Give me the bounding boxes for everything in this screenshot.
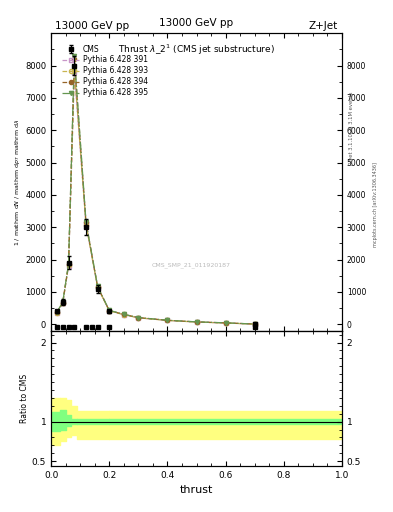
Pythia 6.428 394	[223, 320, 228, 326]
Pythia 6.428 395	[72, 53, 77, 59]
Pythia 6.428 394	[194, 319, 199, 325]
Pythia 6.428 393	[61, 300, 65, 306]
Pythia 6.428 391	[61, 300, 65, 306]
Pythia 6.428 394	[66, 261, 71, 267]
Text: Thrust $\lambda\_2^1$ (CMS jet substructure): Thrust $\lambda\_2^1$ (CMS jet substruct…	[118, 42, 275, 57]
Pythia 6.428 394	[136, 314, 141, 321]
Pythia 6.428 391	[107, 308, 112, 314]
Pythia 6.428 395	[95, 283, 100, 289]
Pythia 6.428 394	[95, 284, 100, 290]
Pythia 6.428 393	[136, 315, 141, 321]
Text: mcplots.cern.ch [arXiv:1306.3436]: mcplots.cern.ch [arXiv:1306.3436]	[373, 162, 378, 247]
Pythia 6.428 394	[165, 317, 170, 324]
Pythia 6.428 391	[252, 321, 257, 327]
Pythia 6.428 395	[66, 261, 71, 267]
Text: CMS_SMP_21_011920187: CMS_SMP_21_011920187	[151, 263, 230, 268]
Pythia 6.428 394	[84, 219, 88, 225]
Text: 13000 GeV pp: 13000 GeV pp	[55, 20, 129, 31]
Pythia 6.428 393	[107, 308, 112, 314]
Pythia 6.428 394	[252, 321, 257, 327]
Pythia 6.428 393	[194, 319, 199, 325]
Text: 13000 GeV pp: 13000 GeV pp	[160, 18, 233, 28]
Pythia 6.428 391	[66, 263, 71, 269]
Text: Rivet 3.1.10; ≥ 3.1M events: Rivet 3.1.10; ≥ 3.1M events	[349, 91, 354, 165]
Pythia 6.428 391	[121, 311, 126, 317]
Pythia 6.428 393	[55, 310, 59, 316]
Pythia 6.428 395	[223, 320, 228, 326]
Pythia 6.428 395	[107, 307, 112, 313]
Pythia 6.428 393	[72, 68, 77, 74]
Pythia 6.428 394	[72, 56, 77, 62]
Pythia 6.428 393	[223, 320, 228, 326]
X-axis label: thrust: thrust	[180, 485, 213, 495]
Pythia 6.428 395	[165, 317, 170, 323]
Pythia 6.428 393	[84, 222, 88, 228]
Line: Pythia 6.428 394: Pythia 6.428 394	[55, 57, 257, 326]
Pythia 6.428 395	[84, 219, 88, 225]
Pythia 6.428 394	[107, 307, 112, 313]
Pythia 6.428 395	[55, 309, 59, 315]
Line: Pythia 6.428 391: Pythia 6.428 391	[55, 70, 257, 326]
Pythia 6.428 391	[194, 319, 199, 325]
Y-axis label: Ratio to CMS: Ratio to CMS	[20, 374, 29, 423]
Pythia 6.428 393	[165, 317, 170, 324]
Pythia 6.428 391	[84, 221, 88, 227]
Pythia 6.428 391	[165, 317, 170, 324]
Pythia 6.428 393	[66, 262, 71, 268]
Pythia 6.428 391	[72, 69, 77, 75]
Pythia 6.428 395	[61, 299, 65, 305]
Pythia 6.428 394	[55, 309, 59, 315]
Text: Z+Jet: Z+Jet	[309, 20, 338, 31]
Pythia 6.428 393	[252, 321, 257, 327]
Line: Pythia 6.428 395: Pythia 6.428 395	[55, 54, 257, 326]
Y-axis label: 1 / mathrm d$N$ / mathrm d$p_{T}$ mathrm d$\lambda$: 1 / mathrm d$N$ / mathrm d$p_{T}$ mathrm…	[13, 118, 22, 246]
Pythia 6.428 394	[61, 300, 65, 306]
Line: Pythia 6.428 393: Pythia 6.428 393	[55, 69, 257, 326]
Pythia 6.428 394	[121, 311, 126, 317]
Pythia 6.428 391	[95, 284, 100, 290]
Pythia 6.428 391	[136, 315, 141, 321]
Pythia 6.428 395	[194, 319, 199, 325]
Pythia 6.428 395	[252, 321, 257, 327]
Pythia 6.428 395	[136, 314, 141, 321]
Pythia 6.428 391	[223, 320, 228, 326]
Pythia 6.428 393	[95, 284, 100, 290]
Pythia 6.428 391	[55, 310, 59, 316]
Legend: CMS, Pythia 6.428 391, Pythia 6.428 393, Pythia 6.428 394, Pythia 6.428 395: CMS, Pythia 6.428 391, Pythia 6.428 393,…	[61, 43, 149, 99]
Pythia 6.428 395	[121, 311, 126, 317]
Pythia 6.428 393	[121, 312, 126, 318]
